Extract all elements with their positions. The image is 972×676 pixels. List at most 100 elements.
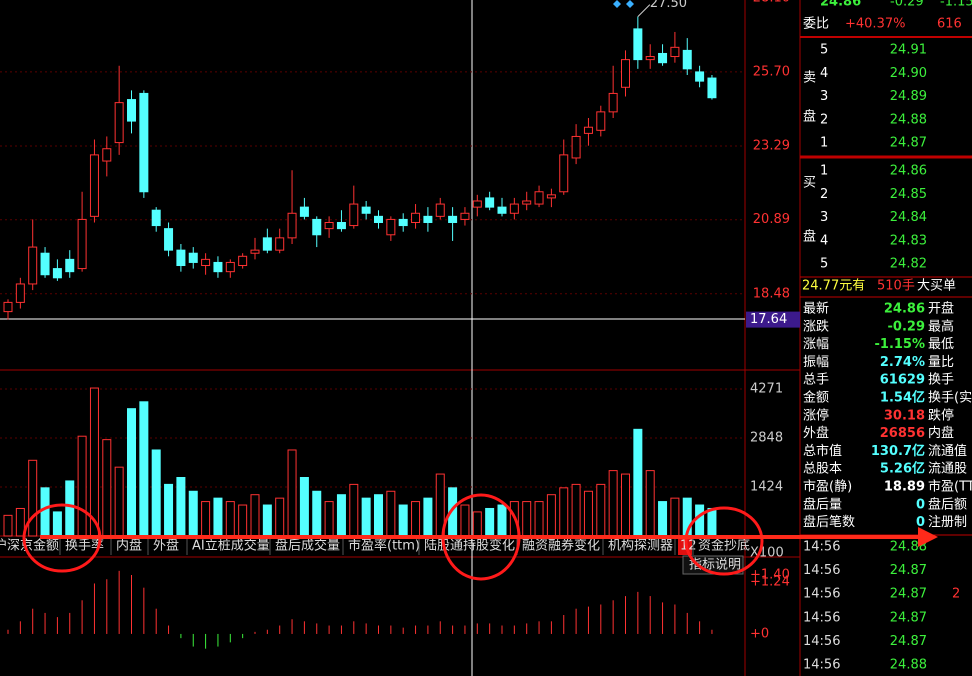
big-order-price: 24.77元有 (802, 279, 865, 294)
volume-bar (102, 439, 112, 537)
quote-label: 振幅 (803, 355, 829, 370)
level-index: 2 (820, 187, 828, 202)
volume-bar (299, 477, 309, 537)
candle-body (645, 56, 655, 61)
volume-bar (188, 490, 198, 537)
quote-label: 总市值 (803, 443, 842, 459)
candle-body (3, 301, 13, 313)
quote-label: 盘后笔数 (803, 514, 855, 530)
indicator-tab[interactable]: 内盘 (116, 538, 142, 554)
level-price: 24.87 (890, 136, 927, 151)
candle-body (546, 194, 556, 199)
volume-bar (707, 507, 717, 537)
volume-bar (151, 449, 161, 537)
tick-volume: 2 (952, 587, 960, 602)
quote-label: 外盘 (803, 425, 829, 441)
quote-label: 换手(实 (928, 391, 972, 406)
volume-bar (621, 473, 630, 537)
indicator-tab[interactable]: 外盘 (153, 538, 179, 554)
volume-bar (52, 511, 62, 537)
quote-label: 最低 (928, 337, 954, 352)
candle-body (312, 218, 322, 236)
candle-body (633, 28, 643, 61)
volume-bar (28, 459, 38, 537)
volume-bar (238, 504, 248, 537)
volume-bar (485, 507, 495, 537)
quote-label: 金额 (803, 390, 829, 406)
volume-bar (164, 483, 174, 537)
candle-body (28, 246, 38, 285)
volume-bar (497, 504, 507, 537)
volume-bar (262, 504, 272, 537)
price-tick-label: 20.89 (753, 212, 790, 227)
quote-value: 24.86 (884, 302, 925, 317)
volume-bar (77, 435, 87, 537)
quote-label: 盘后额 (928, 496, 967, 512)
indicator-tab[interactable]: 资金抄底 (698, 538, 750, 554)
candle-body (522, 200, 532, 205)
volume-tick-label: 2848 (750, 430, 783, 445)
volume-bar (658, 501, 668, 537)
quote-label: 跌停 (928, 407, 954, 423)
candle-body (139, 92, 149, 193)
indicator-tab[interactable]: 换手率 (65, 538, 104, 554)
quote-value: 61629 (880, 373, 925, 388)
candle-body (275, 237, 285, 251)
indicator-tab[interactable]: 融资融券变化 (522, 538, 600, 554)
marker (613, 0, 621, 8)
candle-body (472, 200, 482, 208)
indicator-tab[interactable]: 陆股通持股变化 (424, 538, 515, 554)
tick-price: 24.87 (890, 634, 927, 649)
indicator-tab[interactable]: 沪深京金额 (0, 538, 59, 554)
volume-bar (250, 494, 260, 537)
quote-label: 盘后量 (803, 496, 842, 512)
cursor-label: 17.64 (750, 312, 787, 327)
quote-label: 开盘 (928, 301, 954, 317)
weibi-label: 委比 (803, 17, 829, 32)
side-label: 盘 (803, 229, 816, 245)
volume-bar (374, 494, 383, 537)
macd-tick-label: +1.24 (750, 574, 790, 589)
indicator-tab[interactable]: 盘后成交量 (275, 538, 340, 554)
tick-time: 14:56 (803, 634, 840, 649)
quote-value: -1.15% (875, 337, 926, 352)
quote-label: 涨幅 (803, 337, 829, 352)
candle-body (287, 212, 297, 239)
candle-body (571, 135, 581, 159)
candle-body (336, 221, 346, 230)
quote-value: 18.89 (884, 480, 925, 495)
big-order-size: 510手 (877, 279, 915, 294)
candle-body (695, 71, 705, 82)
indicator-tab[interactable]: 机构探测器 (608, 539, 673, 554)
candle-body (448, 215, 458, 223)
candle-body (77, 218, 87, 270)
indicator-tab[interactable]: 市盈率(ttm) (348, 538, 420, 554)
volume-bar (596, 483, 606, 537)
level-price: 24.83 (890, 233, 927, 248)
tick-price: 24.87 (890, 587, 927, 602)
candle-body (374, 215, 383, 223)
quote-label: 换手 (928, 373, 954, 388)
volume-bar (645, 470, 655, 537)
volume-bar (336, 494, 346, 537)
candle-body (534, 191, 544, 205)
volume-bar (522, 501, 532, 537)
volume-bar (472, 511, 482, 537)
price-tick-label: 23.29 (753, 138, 790, 153)
volume-bar (608, 470, 618, 537)
price-tick-label: 28.10 (753, 0, 790, 6)
quote-label: 注册制 (928, 515, 967, 530)
indicator-tab[interactable]: 12 (680, 539, 697, 554)
candle-body (102, 148, 112, 162)
indicator-tab[interactable]: AI立桩成交量 (192, 538, 270, 554)
quote-label: 流通值 (928, 443, 967, 459)
candle-body (349, 203, 359, 227)
candle-body (262, 237, 272, 251)
candle-body (386, 218, 396, 236)
candle-body (176, 249, 186, 267)
quote-label: 最新 (803, 301, 829, 317)
quote-label: 流通股 (928, 462, 967, 477)
price-tick-label: 18.48 (753, 286, 790, 301)
candle-body (509, 203, 519, 214)
volume-bar (349, 483, 359, 537)
